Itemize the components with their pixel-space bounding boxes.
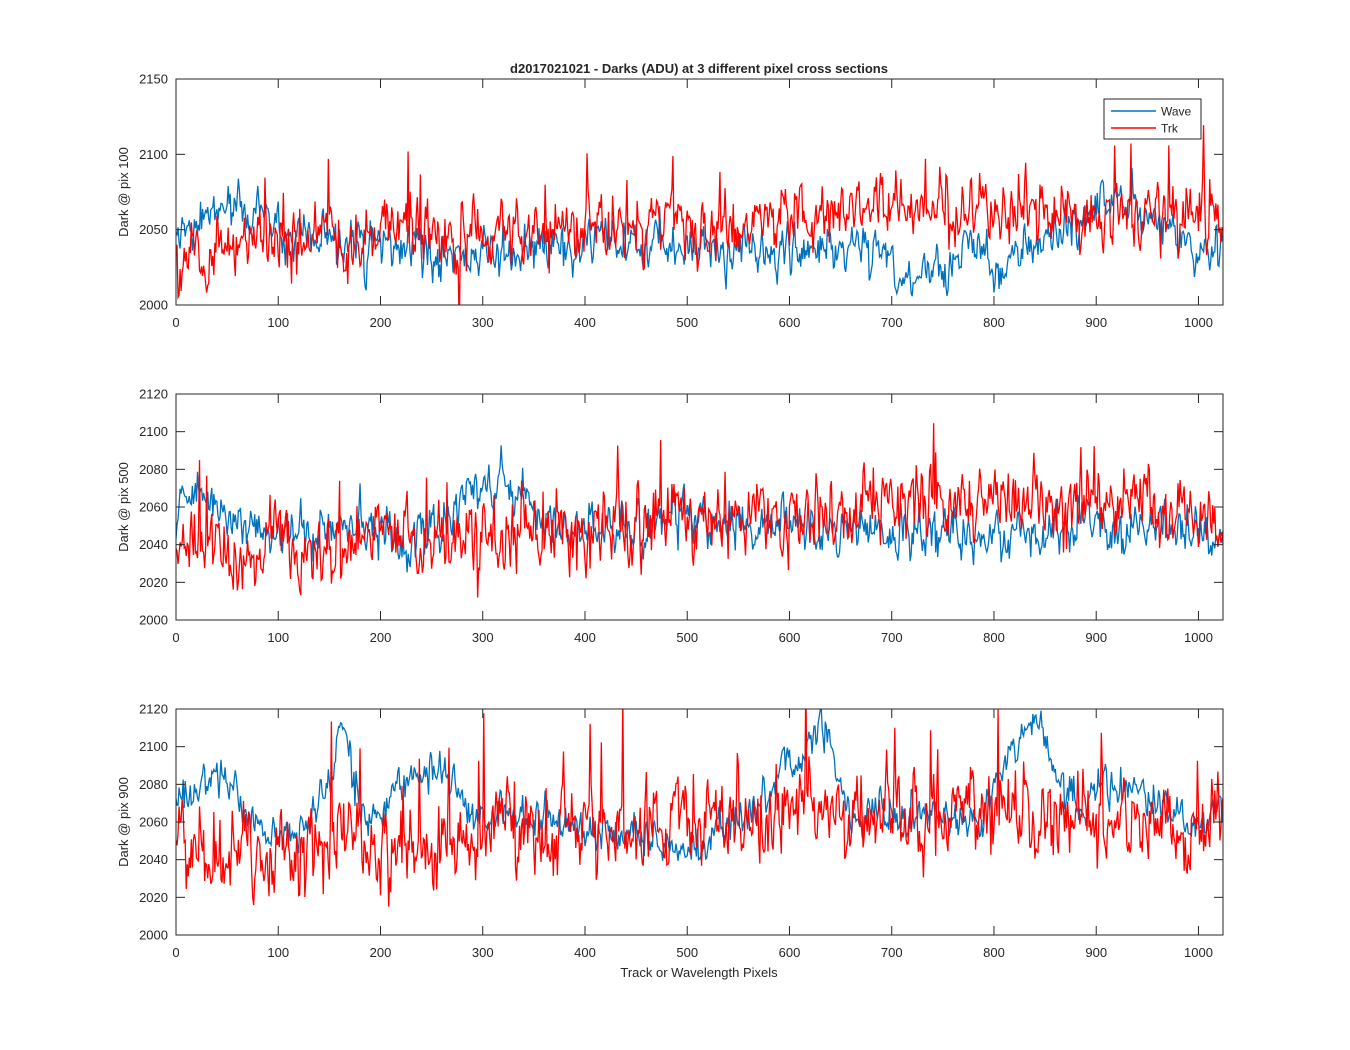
x-tick-label: 400 — [574, 630, 596, 645]
x-axis-label: Track or Wavelength Pixels — [620, 965, 778, 980]
x-tick-label: 600 — [779, 630, 801, 645]
y-tick-label: 2100 — [139, 424, 168, 439]
x-tick-label: 0 — [172, 630, 179, 645]
subplot-group: 0 100 200 300 400 500 600 700 800 900 100020002050… — [116, 72, 1224, 960]
series-line-wave — [176, 709, 1223, 861]
x-tick-label: 700 — [881, 630, 903, 645]
y-tick-label: 2060 — [139, 815, 168, 830]
x-tick-label: 300 — [472, 945, 494, 960]
x-tick-label: 900 — [1085, 630, 1107, 645]
x-tick-label: 900 — [1085, 945, 1107, 960]
y-tick-label: 2120 — [139, 702, 168, 717]
series-line-trk — [176, 423, 1223, 598]
y-tick-label: 2060 — [139, 500, 168, 515]
subplot-3: 0 100 200 300 400 500 600 700 800 900 1000 2000 2020… — [116, 702, 1224, 960]
x-tick-label: 600 — [779, 945, 801, 960]
y-tick-label: 2080 — [139, 777, 168, 792]
y-axis-label: Dark @ pix 500 — [116, 462, 131, 552]
y-tick-label: 2100 — [139, 147, 168, 162]
x-tick-label: 900 — [1085, 315, 1107, 330]
x-tick-label: 200 — [370, 945, 392, 960]
x-tick-label: 500 — [676, 945, 698, 960]
plot-area — [176, 423, 1223, 598]
x-tick-label: 500 — [676, 315, 698, 330]
legend-label-wave: Wave — [1161, 105, 1192, 119]
x-tick-label: 800 — [983, 945, 1005, 960]
y-tick-label: 2040 — [139, 537, 168, 552]
subplot-2: 0 100 200 300 400 500 600 700 800 900 1000 2000 2020… — [116, 387, 1224, 645]
y-tick-label: 2080 — [139, 462, 168, 477]
series-line-trk — [176, 709, 1223, 907]
x-tick-label: 800 — [983, 315, 1005, 330]
y-tick-label: 2000 — [139, 298, 168, 313]
plot-area — [176, 709, 1223, 907]
y-tick-label: 2020 — [139, 575, 168, 590]
legend: Wave Trk — [1103, 98, 1202, 140]
y-axis-label: Dark @ pix 100 — [116, 147, 131, 237]
y-tick-label: 2000 — [139, 928, 168, 943]
y-tick-label: 2040 — [139, 852, 168, 867]
x-tick-label: 700 — [881, 945, 903, 960]
x-tick-label: 100 — [267, 630, 289, 645]
y-tick-label: 2000 — [139, 613, 168, 628]
y-axis-label: Dark @ pix 900 — [116, 777, 131, 867]
x-tick-label: 1000 — [1184, 630, 1213, 645]
x-tick-label: 800 — [983, 630, 1005, 645]
x-tick-label: 1000 — [1184, 945, 1213, 960]
x-tick-label: 200 — [370, 630, 392, 645]
x-tick-label: 400 — [574, 315, 596, 330]
x-tick-label: 100 — [267, 945, 289, 960]
x-tick-label: 600 — [779, 315, 801, 330]
y-tick-label: 2120 — [139, 387, 168, 402]
legend-label-trk: Trk — [1161, 122, 1179, 136]
y-tick-label: 2150 — [139, 72, 168, 87]
plot-area — [176, 125, 1223, 305]
x-tick-label: 100 — [267, 315, 289, 330]
legend-box — [1103, 98, 1202, 140]
x-tick-label: 200 — [370, 315, 392, 330]
x-tick-label: 1000 — [1184, 315, 1213, 330]
x-tick-label: 400 — [574, 945, 596, 960]
x-tick-label: 300 — [472, 315, 494, 330]
series-line-trk — [176, 125, 1223, 305]
figure-title: d2017021021 - Darks (ADU) at 3 different… — [510, 61, 888, 76]
x-tick-label: 500 — [676, 630, 698, 645]
axes-frame — [175, 78, 1224, 306]
x-tick-label: 0 — [172, 315, 179, 330]
y-tick-label: 2020 — [139, 890, 168, 905]
y-tick-label: 2100 — [139, 739, 168, 754]
y-tick-label: 2050 — [139, 222, 168, 237]
x-tick-label: 0 — [172, 945, 179, 960]
subplot-1: 0 100 200 300 400 500 600 700 800 900 1000 2000 2050… — [116, 72, 1224, 330]
x-tick-label: 700 — [881, 315, 903, 330]
x-tick-label: 300 — [472, 630, 494, 645]
